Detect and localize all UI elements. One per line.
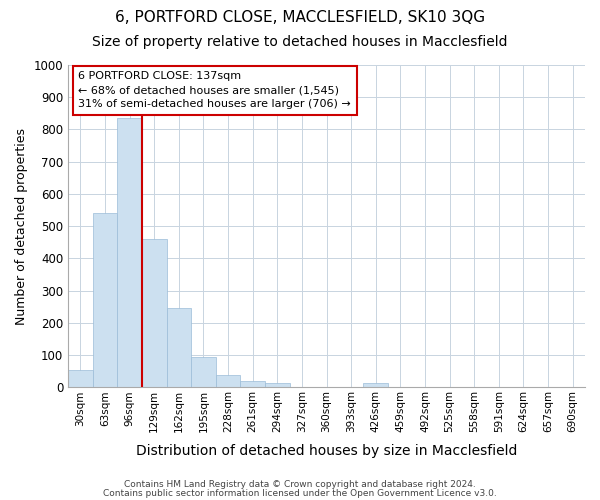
Text: 6 PORTFORD CLOSE: 137sqm
← 68% of detached houses are smaller (1,545)
31% of sem: 6 PORTFORD CLOSE: 137sqm ← 68% of detach…: [79, 72, 351, 110]
Bar: [241, 381, 265, 388]
Text: Contains public sector information licensed under the Open Government Licence v3: Contains public sector information licen…: [103, 488, 497, 498]
Bar: [142, 239, 167, 388]
Text: Size of property relative to detached houses in Macclesfield: Size of property relative to detached ho…: [92, 35, 508, 49]
Y-axis label: Number of detached properties: Number of detached properties: [15, 128, 28, 324]
Bar: [68, 370, 92, 388]
Text: Contains HM Land Registry data © Crown copyright and database right 2024.: Contains HM Land Registry data © Crown c…: [124, 480, 476, 489]
X-axis label: Distribution of detached houses by size in Macclesfield: Distribution of detached houses by size …: [136, 444, 517, 458]
Bar: [265, 382, 290, 388]
Text: 6, PORTFORD CLOSE, MACCLESFIELD, SK10 3QG: 6, PORTFORD CLOSE, MACCLESFIELD, SK10 3Q…: [115, 10, 485, 25]
Bar: [92, 214, 117, 388]
Bar: [216, 374, 241, 388]
Bar: [167, 308, 191, 388]
Bar: [364, 382, 388, 388]
Bar: [117, 118, 142, 388]
Bar: [191, 357, 216, 388]
